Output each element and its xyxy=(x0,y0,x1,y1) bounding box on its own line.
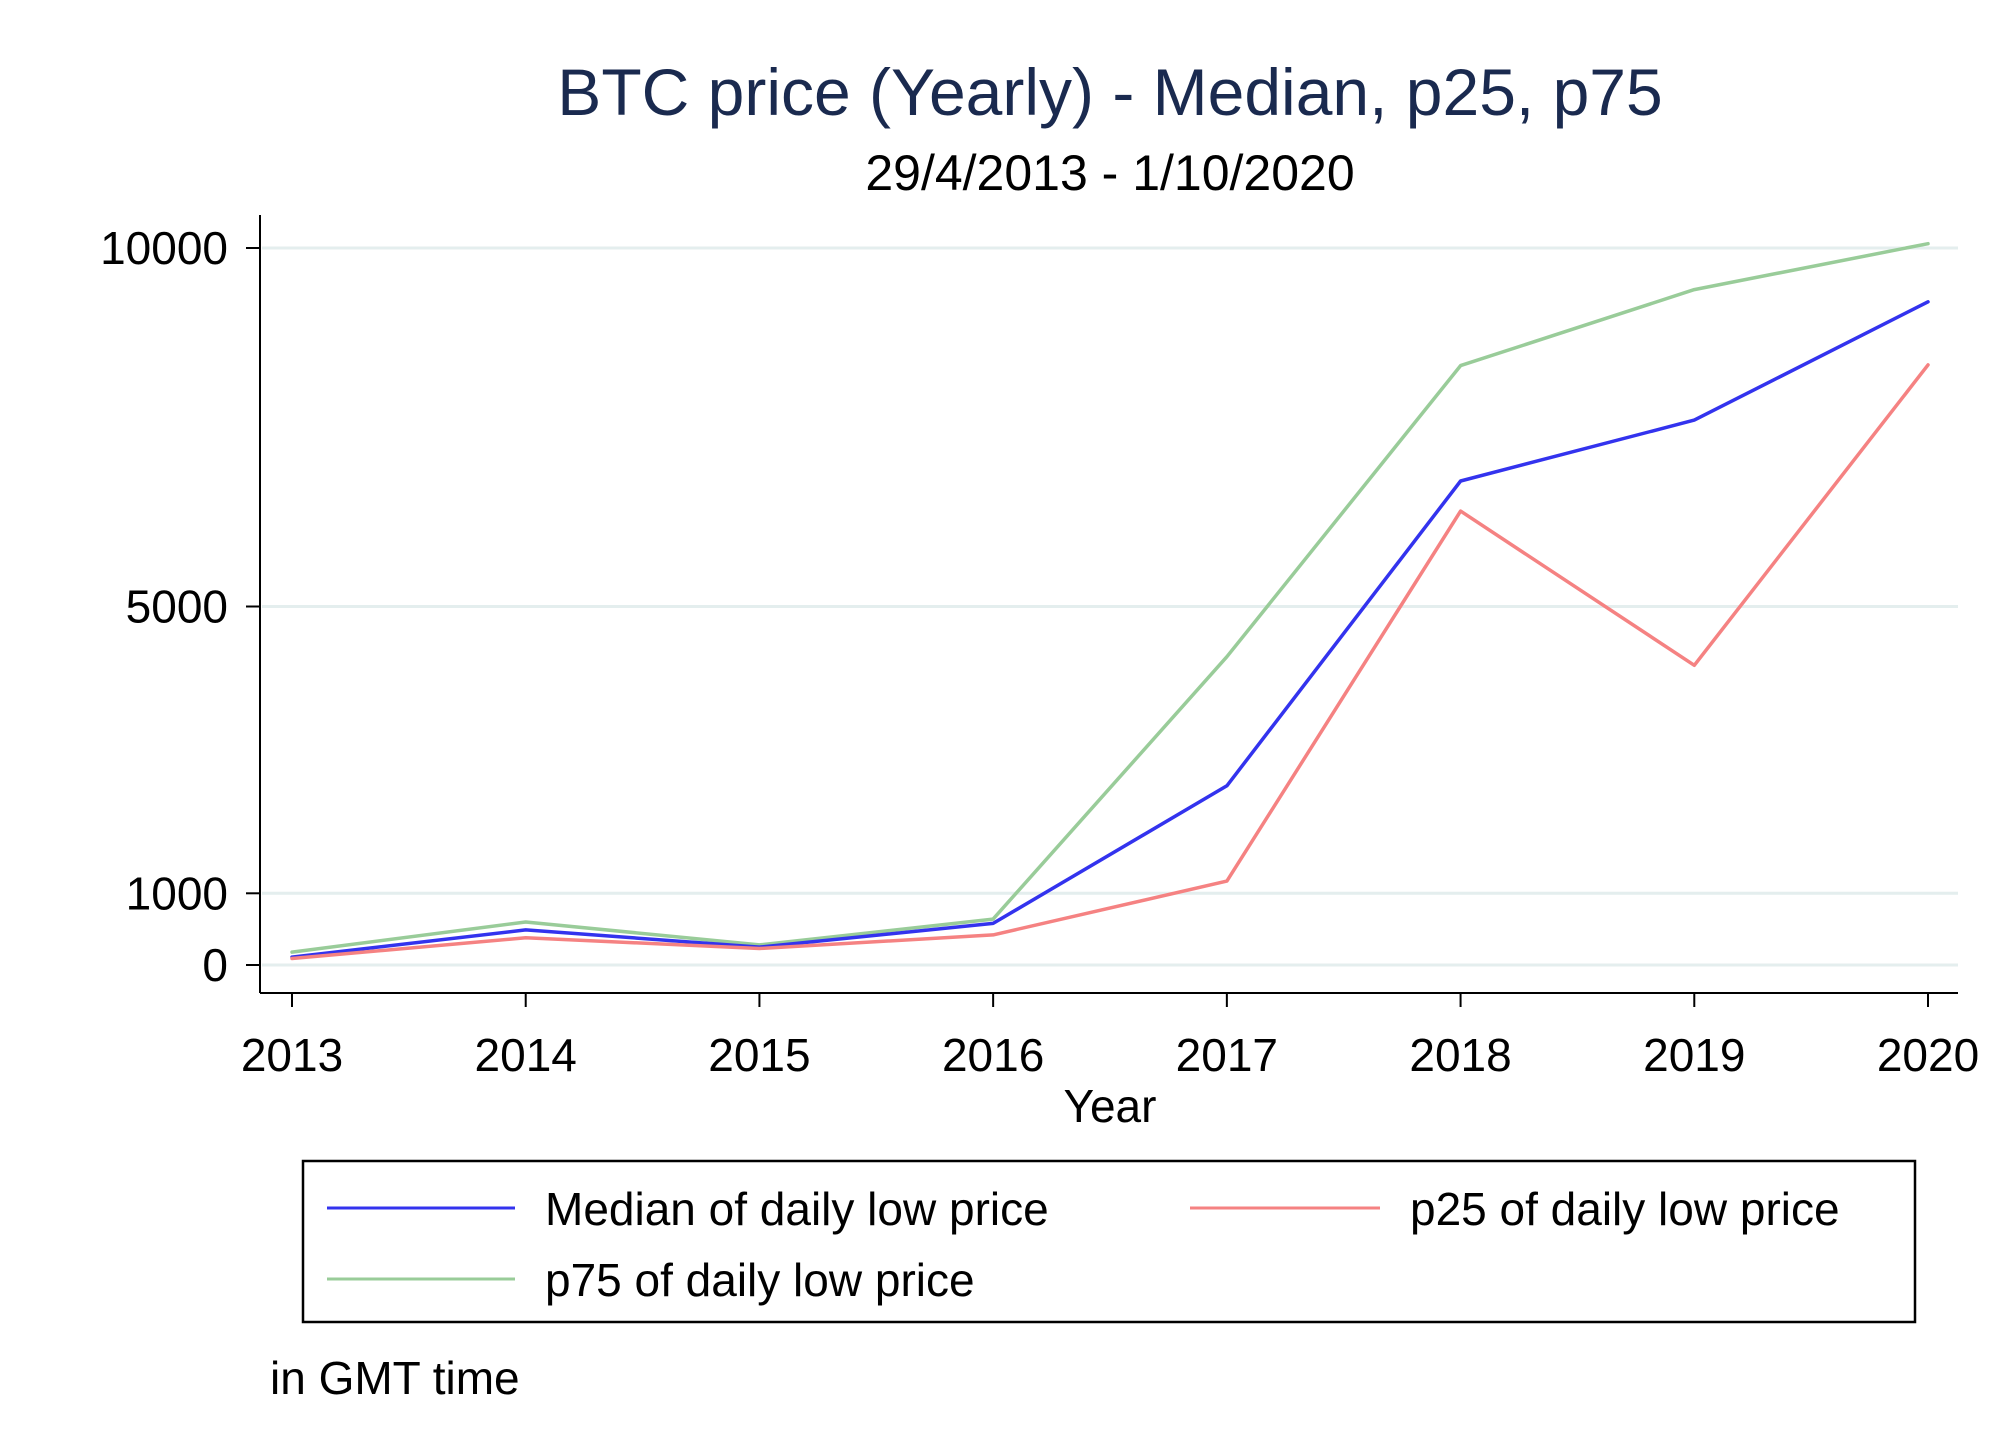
series-line-p75 xyxy=(290,241,1930,954)
x-tick-label: 2017 xyxy=(1176,1029,1278,1081)
x-axis-label: Year xyxy=(1064,1080,1157,1132)
series-line-p25 xyxy=(290,363,1930,961)
legend-label-p25: p25 of daily low price xyxy=(1410,1183,1840,1235)
y-tick-label: 1000 xyxy=(126,867,228,919)
time-note: in GMT time xyxy=(270,1352,520,1404)
chart-subtitle: 29/4/2013 - 1/10/2020 xyxy=(865,145,1354,201)
legend-label-median: Median of daily low price xyxy=(545,1183,1049,1235)
x-tick-label: 2018 xyxy=(1409,1029,1511,1081)
legend: Median of daily low price p25 of daily l… xyxy=(301,1159,1917,1324)
x-tick-label: 2015 xyxy=(708,1029,810,1081)
series-lines xyxy=(290,241,1930,961)
legend-box xyxy=(301,1159,1917,1324)
y-axis-ticks: 0 1000 5000 10000 xyxy=(100,222,260,991)
x-tick-label: 2014 xyxy=(475,1029,577,1081)
y-tick-label: 0 xyxy=(202,939,228,991)
chart-title: BTC price (Yearly) - Median, p25, p75 xyxy=(557,55,1662,129)
x-axis-ticks: 2013 2014 2015 2016 2017 2018 2019 2020 xyxy=(241,993,1979,1081)
y-tick-label: 10000 xyxy=(100,222,228,274)
x-tick-label: 2013 xyxy=(241,1029,343,1081)
x-tick-label: 2016 xyxy=(942,1029,1044,1081)
grid-lines xyxy=(262,246,1958,967)
y-tick-label: 5000 xyxy=(126,581,228,633)
series-line-median xyxy=(290,300,1930,959)
legend-label-p75: p75 of daily low price xyxy=(545,1254,975,1306)
x-tick-label: 2020 xyxy=(1877,1029,1979,1081)
x-tick-label: 2019 xyxy=(1643,1029,1745,1081)
